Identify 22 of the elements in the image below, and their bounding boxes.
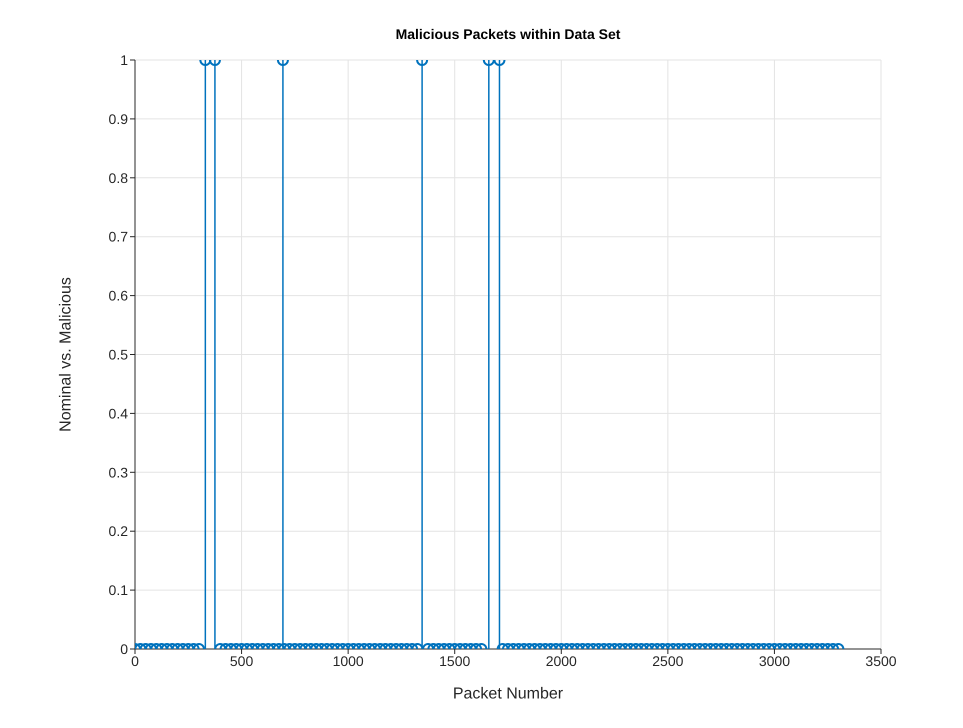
y-tick-label: 0.7	[108, 228, 128, 245]
y-tick-label: 0.3	[108, 464, 128, 480]
y-tick-label: 0	[120, 640, 128, 657]
x-tick-label: 1500	[439, 652, 470, 669]
x-tick-label: 0	[131, 652, 140, 669]
x-tick-label: 3000	[758, 652, 790, 669]
y-tick-label: 0.9	[108, 110, 128, 127]
y-tick-label: 0.4	[108, 405, 128, 422]
y-tick-label: 0.6	[108, 288, 128, 304]
chart-title: Malicious Packets within Data Set	[394, 26, 622, 42]
x-tick-label: 2500	[652, 652, 684, 669]
x-tick-label: 1000	[332, 652, 364, 669]
y-tick-label: 0.5	[108, 346, 128, 362]
y-tick-label: 0.8	[108, 170, 128, 186]
y-tick-label: 0.1	[108, 582, 128, 598]
y-tick-label: 1	[120, 52, 128, 68]
y-axis-title: Nominal vs. Malicious	[58, 277, 75, 432]
x-tick-label: 500	[230, 652, 254, 669]
x-tick-label: 3500	[865, 652, 897, 669]
x-axis-title: Packet Number	[452, 685, 564, 702]
x-tick-label: 2000	[546, 652, 578, 669]
y-tick-label: 0.2	[108, 523, 128, 540]
